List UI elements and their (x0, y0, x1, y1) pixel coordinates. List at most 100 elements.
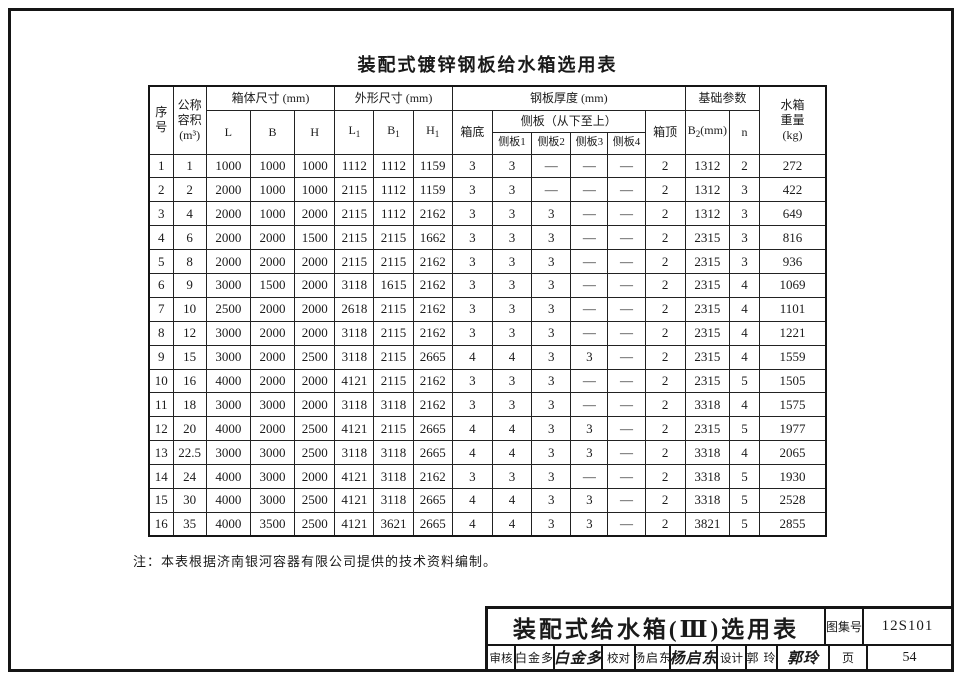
table-cell: 3 (531, 368, 572, 394)
table-cell: 3318 (684, 392, 730, 418)
table-cell: 2 (644, 153, 686, 179)
table-cell: — (531, 153, 572, 179)
table-cell: 272 (759, 153, 827, 179)
designer-signature: 郭玲 (778, 646, 830, 669)
table-cell: 3000 (249, 487, 296, 513)
table-cell: 816 (759, 225, 827, 251)
table-cell: 5 (728, 511, 761, 537)
table-cell: — (607, 440, 646, 466)
col-header-side-plate-3: 侧板3 (570, 131, 609, 155)
table-cell: 2115 (373, 320, 414, 346)
col-header-B2: B2(mm) (684, 109, 730, 155)
reviewer-signature: 白金多 (555, 646, 603, 669)
table-cell: 2000 (249, 416, 296, 442)
table-row: 11 18 3000 3000 2000 3118 3118 2162 3 3 3— —2 3318 4 1… (148, 392, 827, 418)
table-cell: 3 (451, 392, 493, 418)
table-cell: 1101 (759, 296, 827, 322)
page-border-frame (8, 8, 954, 672)
table-cell: 936 (759, 249, 827, 274)
table-cell: 1000 (294, 177, 336, 203)
table-cell: 3 (451, 225, 493, 251)
table-cell: 3118 (334, 272, 375, 298)
table-cell: 5 (728, 416, 761, 442)
table-cell: 14 (148, 464, 174, 489)
table-cell: 3621 (373, 511, 414, 537)
table-cell: 2000 (294, 249, 336, 274)
table-cell: 3 (491, 320, 533, 346)
table-row: 13 22.5 3000 3000 2500 3118 3118 2665 4 4 3 3—2 3318… (148, 440, 827, 466)
table-cell: 2162 (412, 320, 453, 346)
table-cell: 2665 (412, 511, 453, 537)
table-cell: 2665 (412, 416, 453, 442)
table-cell: 2500 (294, 344, 336, 370)
table-cell: 2162 (412, 272, 453, 298)
table-cell: 3 (531, 344, 572, 370)
table-cell: 3 (531, 487, 572, 513)
table-cell: 3 (451, 272, 493, 298)
atlas-number-value: 12S101 (881, 618, 934, 634)
table-cell: 2500 (294, 487, 336, 513)
table-cell: — (607, 153, 646, 179)
table-cell: 3 (491, 296, 533, 322)
table-cell: 2115 (373, 225, 414, 251)
table-cell: 3 (570, 416, 609, 442)
table-cell: — (607, 201, 646, 227)
title-block: 装配式给水箱(Ⅲ)选用表 图集号 12S101 审核 白金多 白金多 校对 杨启… (485, 606, 954, 672)
table-cell: 1000 (205, 153, 251, 179)
table-cell: 2 (644, 296, 686, 322)
table-cell: 2162 (412, 249, 453, 274)
table-cell: 3 (531, 296, 572, 322)
table-cell: — (607, 416, 646, 442)
table-cell: — (570, 177, 609, 203)
table-cell: 4 (451, 344, 493, 370)
table-cell: 15 (148, 487, 174, 513)
table-cell: 2115 (334, 249, 375, 274)
table-cell: 3000 (249, 392, 296, 418)
table-cell: 2315 (684, 416, 730, 442)
page-number: 54 (902, 649, 917, 665)
table-cell: 3 (728, 249, 761, 274)
table-cell: 3 (451, 464, 493, 489)
table-cell: 4000 (205, 487, 251, 513)
table-cell: 3118 (334, 320, 375, 346)
table-cell: 649 (759, 201, 827, 227)
table-row: 7 10 2500 2000 2000 2618 2115 2162 3 3 3— —2 2315 4 11… (148, 296, 827, 322)
table-cell: 3000 (249, 464, 296, 489)
table-cell: 8 (172, 249, 207, 274)
table-cell: — (570, 368, 609, 394)
table-cell: 3118 (334, 344, 375, 370)
table-cell: 11 (148, 392, 174, 418)
table-cell: 3 (451, 368, 493, 394)
table-cell: — (607, 177, 646, 203)
table-cell: 3500 (249, 511, 296, 537)
table-cell: 2000 (294, 368, 336, 394)
table-cell: 4 (728, 440, 761, 466)
table-cell: 3 (531, 249, 572, 274)
table-cell: 4 (451, 487, 493, 513)
table-cell: 2000 (294, 296, 336, 322)
col-header-volume: 公称 容积 (m³) (172, 85, 207, 155)
table-cell: 3 (451, 320, 493, 346)
table-cell: 3118 (334, 392, 375, 418)
table-cell: 1112 (373, 153, 414, 179)
table-cell: 2000 (294, 464, 336, 489)
col-header-L1: L1 (334, 109, 375, 155)
table-cell: 2000 (249, 320, 296, 346)
table-cell: 1575 (759, 392, 827, 418)
table-cell: 2500 (294, 511, 336, 537)
table-cell: 1559 (759, 344, 827, 370)
table-cell: 1312 (684, 153, 730, 179)
table-cell: 2000 (294, 392, 336, 418)
table-cell: 9 (148, 344, 174, 370)
table-cell: 1000 (249, 201, 296, 227)
table-cell: — (607, 320, 646, 346)
table-cell: 2000 (205, 201, 251, 227)
table-cell: 1505 (759, 368, 827, 394)
table-cell: 4000 (205, 368, 251, 394)
table-cell: 3000 (205, 440, 251, 466)
table-cell: 1662 (412, 225, 453, 251)
col-header-B: B (249, 109, 296, 155)
table-cell: 2528 (759, 487, 827, 513)
table-cell: 4000 (205, 464, 251, 489)
table-cell: 3 (728, 201, 761, 227)
